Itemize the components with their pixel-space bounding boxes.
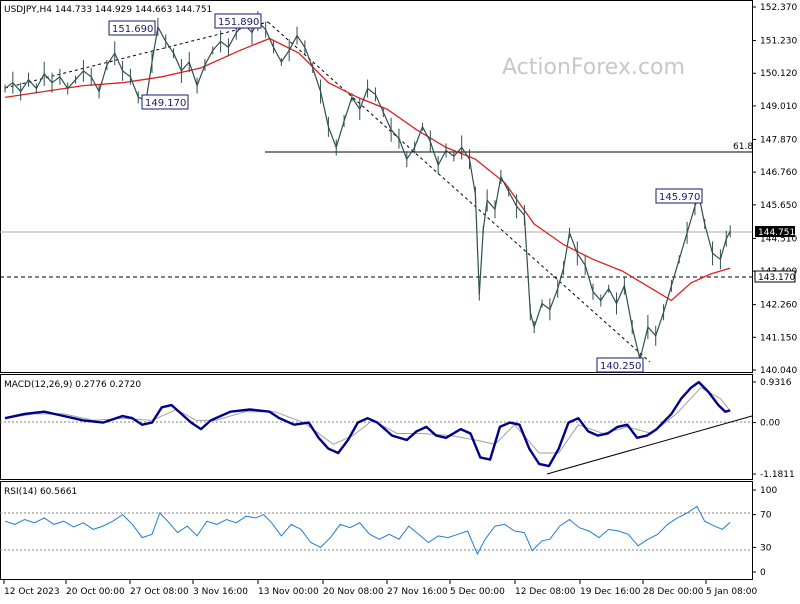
price-axis-label: 140.040 xyxy=(760,366,797,376)
price-axis-label: 144.510 xyxy=(760,234,797,244)
rsi-axis-label: 100 xyxy=(760,486,777,496)
rsi-axis-label: 0 xyxy=(760,568,766,578)
macd-main-group xyxy=(4,380,731,468)
annotation-low-1-box xyxy=(141,94,189,110)
time-axis-label: 19 Dec 16:00 xyxy=(580,587,641,597)
annotation-low-2: 140.250 xyxy=(596,357,644,373)
time-axis-label: 13 Nov 00:00 xyxy=(258,587,319,597)
annotation-high-3: 145.970 xyxy=(655,188,703,204)
annotation-high-3-text: 145.970 xyxy=(659,192,700,203)
price-axis-label: 152.370 xyxy=(760,3,797,13)
annotation-high-2: 151.890 xyxy=(214,13,262,29)
time-axis: 12 Oct 2023 20 Oct 00:00 27 Oct 08:00 3 Nov… xyxy=(3,580,758,597)
price-axis-label: 149.010 xyxy=(760,102,797,112)
current-price-tag-box xyxy=(755,226,795,237)
rsi-axis: 100 70 30 0 xyxy=(752,486,777,578)
macd-axis-label: 0.9316 xyxy=(760,378,792,388)
time-axis-label: 12 Oct 2023 xyxy=(4,587,60,597)
macd-header: MACD(12,26,9) 0.2776 0.2720 xyxy=(4,380,141,390)
macd-trendline xyxy=(546,415,753,475)
rsi-panel-frame xyxy=(0,481,753,580)
time-axis-label: 5 Dec 00:00 xyxy=(450,587,505,597)
price-axis-label: 145.650 xyxy=(760,201,797,211)
macd-axis-label: -1.1811 xyxy=(760,470,795,480)
watermark: ActionForex.com xyxy=(502,55,685,80)
rsi-header: RSI(14) 60.5661 xyxy=(4,487,77,497)
rsi-line xyxy=(4,505,731,556)
annotation-low-2-text: 140.250 xyxy=(600,361,641,372)
moving-average-line xyxy=(4,37,731,302)
price-axis: 152.370 151.230 150.120 149.010 147.870 146.7… xyxy=(752,3,797,376)
time-axis-label: 12 Dec 08:00 xyxy=(515,587,576,597)
time-axis-label: 20 Oct 00:00 xyxy=(66,587,125,597)
price-axis-label: 150.120 xyxy=(760,69,797,79)
macd-signal-group xyxy=(4,387,731,454)
price-axis-label: 141.150 xyxy=(760,333,797,343)
fib-618-label: 61.8 xyxy=(733,142,753,152)
time-axis-label: 3 Nov 16:00 xyxy=(193,587,248,597)
price-axis-label: 151.230 xyxy=(760,37,797,47)
time-axis-label: 5 Jan 08:00 xyxy=(706,587,758,597)
macd-panel-frame xyxy=(0,374,753,480)
down-trendline xyxy=(267,21,651,363)
support-tag-text: 143.170 xyxy=(758,273,795,283)
rsi-axis-label: 30 xyxy=(760,543,772,553)
annotation-high-3-box xyxy=(655,188,703,204)
price-panel-frame xyxy=(0,0,753,373)
time-axis-label: 28 Dec 00:00 xyxy=(643,587,704,597)
price-axis-label: 147.870 xyxy=(760,135,797,145)
price-decorations: 61.8 xyxy=(0,21,753,363)
rsi-axis-label: 70 xyxy=(760,511,772,521)
annotation-high-2-box xyxy=(214,13,262,29)
time-axis-label: 20 Nov 08:00 xyxy=(323,587,384,597)
macd-main-line xyxy=(4,380,731,468)
macd-axis-label: 0.00 xyxy=(760,419,780,429)
symbol-header: USDJPY,H4 144.733 144.929 144.663 144.75… xyxy=(4,5,212,15)
time-axis-label: 27 Oct 08:00 xyxy=(130,587,189,597)
price-axis-label: 142.260 xyxy=(760,301,797,311)
current-price-tag: 144.751 xyxy=(755,226,795,238)
price-axis-label: 146.760 xyxy=(760,168,797,178)
current-price-tag-text: 144.751 xyxy=(758,228,795,238)
macd-signal-line xyxy=(4,387,731,454)
time-axis-label: 27 Nov 16:00 xyxy=(387,587,448,597)
macd-axis: 0.9316 0.00 -1.1811 xyxy=(752,378,795,480)
support-tag: 143.170 xyxy=(754,270,796,283)
annotation-high-1-text: 151.690 xyxy=(112,24,153,35)
annotation-high-1-box xyxy=(108,20,156,36)
annotation-low-1: 149.170 xyxy=(141,94,189,110)
support-tag-box xyxy=(754,270,796,283)
moving-average-group xyxy=(4,37,731,302)
rsi-series-group xyxy=(4,505,731,556)
annotation-low-2-box xyxy=(596,357,644,373)
annotation-high-1: 151.690 xyxy=(108,20,156,36)
annotation-high-2-text: 151.890 xyxy=(218,17,259,28)
annotation-low-1-text: 149.170 xyxy=(145,98,186,109)
